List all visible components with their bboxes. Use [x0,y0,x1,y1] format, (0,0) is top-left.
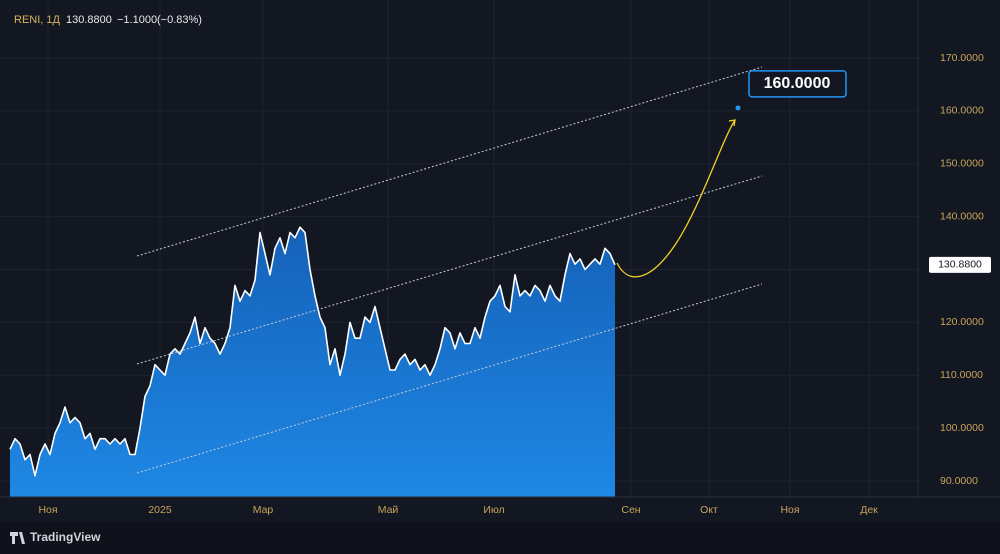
footer-bar [0,522,1000,554]
x-tick-label: Ноя [780,504,799,516]
last-price-box [929,256,991,273]
brand[interactable]: TradingView [30,530,101,544]
x-tick-label: Окт [700,504,718,516]
area [10,227,615,497]
change-pct: (−0.83%) [157,14,202,26]
logo-icon [10,532,25,544]
x-tick-label: Мар [253,504,274,516]
price-line [9,226,616,477]
channel-bottom [136,283,763,474]
y-tick-label: 150.0000 [940,158,984,170]
y-tick-label: 90.0000 [940,475,978,487]
y-tick-label: 140.0000 [940,210,984,222]
change: −1.1000 [117,14,157,26]
forecast-arrow [728,119,736,127]
target-dot [735,105,741,111]
y-tick-label: 120.0000 [940,316,984,328]
target-label: 160.0000 [764,75,831,92]
x-tick-label: 2025 [148,504,172,516]
y-tick-label: 160.0000 [940,105,984,117]
y-tick-label: 170.0000 [940,52,984,64]
last-price-label: 130.8800 [938,259,982,271]
y-tick-label: 110.0000 [940,369,983,381]
x-tick-label: Ноя [38,504,57,516]
channel-middle [136,175,763,365]
symbol: RENI, 1Д [14,14,61,26]
x-tick-label: Сен [621,504,640,516]
target-box [748,70,847,98]
forecast-curve [616,119,736,278]
x-tick-label: Май [378,504,399,516]
x-tick-label: Дек [860,504,878,516]
y-tick-label: 100.0000 [940,422,984,434]
price: 130.8800 [66,14,112,26]
channel-top [136,66,763,257]
x-tick-label: Июл [483,504,504,516]
